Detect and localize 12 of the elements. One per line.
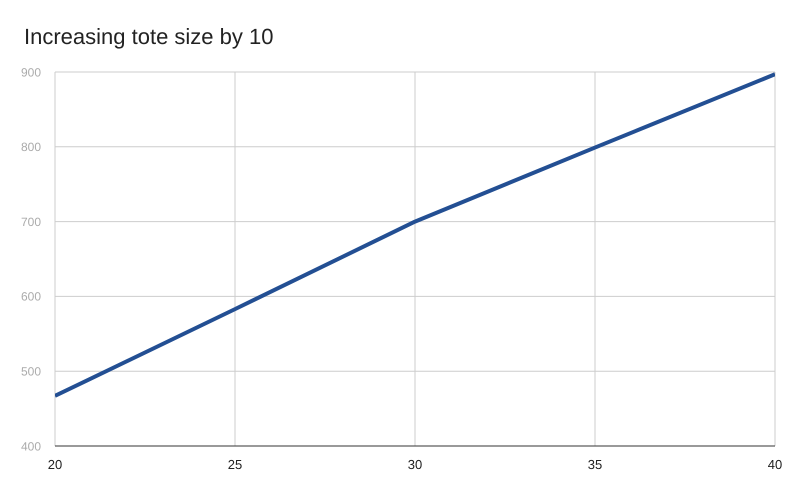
x-tick-label: 25	[228, 457, 242, 472]
x-tick-label: 40	[768, 457, 782, 472]
y-tick-label: 400	[20, 439, 42, 454]
chart-title: Increasing tote size by 10	[24, 24, 274, 50]
y-tick-label: 600	[20, 290, 42, 304]
y-tick-label: 900	[20, 65, 42, 80]
x-tick-label: 20	[48, 457, 62, 472]
x-tick-label: 35	[588, 457, 602, 472]
y-tick-label: 700	[20, 214, 42, 229]
y-tick-label: 800	[20, 140, 42, 154]
y-tick-label: 500	[20, 364, 42, 378]
x-tick-label: 30	[408, 457, 422, 472]
